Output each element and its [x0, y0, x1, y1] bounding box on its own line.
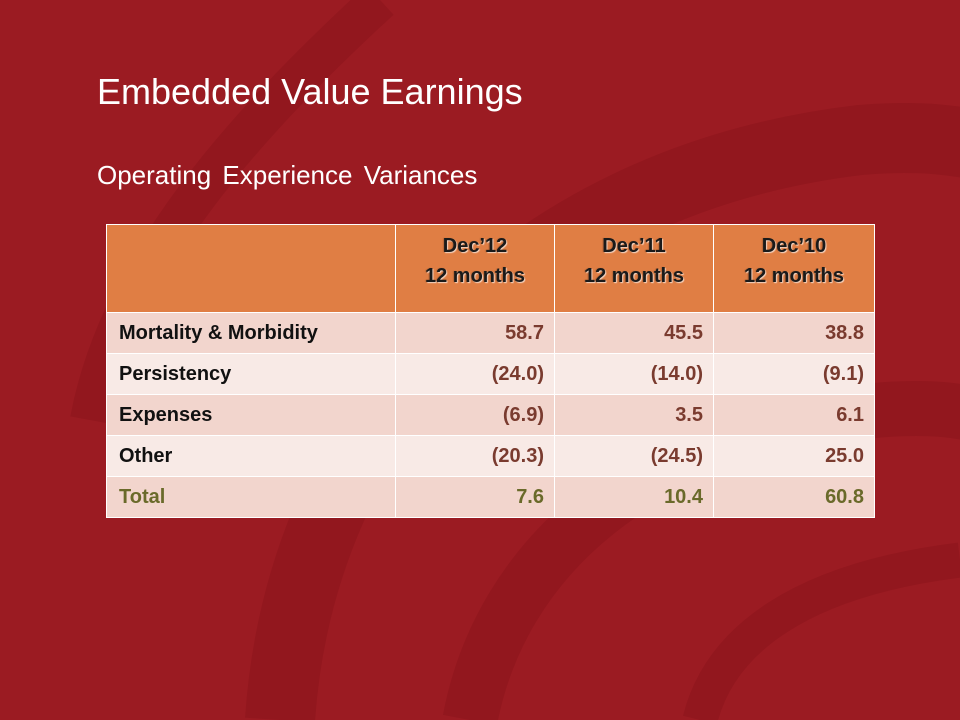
- column-header-dec12: Dec’12 12 months: [395, 224, 555, 313]
- cell-value-dec10: 25.0: [713, 435, 875, 477]
- cell-value-dec12: (24.0): [395, 353, 555, 395]
- header-empty-cell: [106, 224, 396, 313]
- table-row-mortality-morbidity: Mortality & Morbidity 58.7 45.5 38.8: [106, 312, 875, 354]
- row-label: Mortality & Morbidity: [106, 312, 396, 354]
- cell-value-dec11: 10.4: [554, 476, 714, 518]
- column-header-dec10: Dec’10 12 months: [713, 224, 875, 313]
- table-row-persistency: Persistency (24.0) (14.0) (9.1): [106, 353, 875, 395]
- cell-value-dec10: 6.1: [713, 394, 875, 436]
- column-header-duration: 12 months: [583, 265, 685, 287]
- column-header-dec11: Dec’11 12 months: [554, 224, 714, 313]
- row-label: Other: [106, 435, 396, 477]
- column-header-period: Dec’10: [761, 235, 827, 257]
- slide-subtitle: Operating Experience Variances: [97, 160, 478, 190]
- cell-value-dec12: (20.3): [395, 435, 555, 477]
- cell-value-dec11: 3.5: [554, 394, 714, 436]
- cell-value-dec11: 45.5: [554, 312, 714, 354]
- cell-value-dec12: 7.6: [395, 476, 555, 518]
- column-header-period: Dec’12: [442, 235, 508, 257]
- cell-value-dec10: (9.1): [713, 353, 875, 395]
- variance-table: Dec’12 12 months Dec’11 12 months Dec’10…: [106, 224, 875, 518]
- cell-value-dec12: (6.9): [395, 394, 555, 436]
- column-header-period: Dec’11: [602, 235, 666, 257]
- cell-value-dec10: 38.8: [713, 312, 875, 354]
- cell-value-dec10: 60.8: [713, 476, 875, 518]
- table-row-expenses: Expenses (6.9) 3.5 6.1: [106, 394, 875, 436]
- cell-value-dec11: (14.0): [554, 353, 714, 395]
- table-row-other: Other (20.3) (24.5) 25.0: [106, 435, 875, 477]
- row-label: Expenses: [106, 394, 396, 436]
- table-header-row: Dec’12 12 months Dec’11 12 months Dec’10…: [106, 224, 875, 313]
- row-label: Persistency: [106, 353, 396, 395]
- column-header-duration: 12 months: [424, 265, 526, 287]
- cell-value-dec11: (24.5): [554, 435, 714, 477]
- column-header-duration: 12 months: [743, 265, 845, 287]
- cell-value-dec12: 58.7: [395, 312, 555, 354]
- row-label: Total: [106, 476, 396, 518]
- table-row-total: Total 7.6 10.4 60.8: [106, 476, 875, 518]
- slide-title: Embedded Value Earnings: [97, 71, 523, 112]
